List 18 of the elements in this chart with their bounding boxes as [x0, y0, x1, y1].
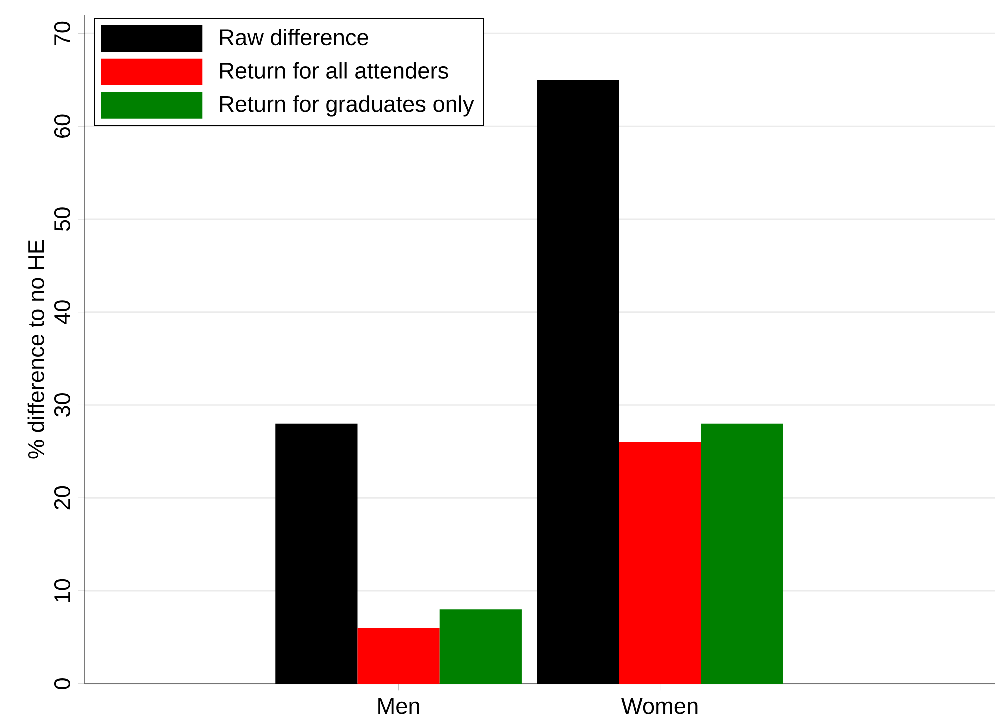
- x-tick-label: Women: [622, 698, 698, 714]
- y-tick-label: 50: [54, 208, 71, 232]
- bar: [358, 628, 440, 684]
- legend-label: Return for graduates only: [220, 96, 474, 117]
- bar: [619, 442, 702, 684]
- y-tick-label: 10: [54, 579, 71, 602]
- y-axis-title: % difference to no HE: [28, 240, 44, 459]
- x-tick-label: Men: [378, 698, 420, 714]
- legend-label: Return for all attenders: [220, 62, 448, 80]
- bar: [440, 610, 522, 684]
- y-tick-label: 40: [54, 300, 71, 324]
- y-tick-label: 30: [54, 394, 71, 418]
- y-tick-label: 0: [54, 678, 71, 690]
- y-tick-label: 20: [54, 486, 71, 510]
- y-tick-label: 60: [54, 114, 71, 138]
- legend-label: Raw difference: [220, 29, 368, 46]
- y-tick-label: 70: [54, 22, 71, 46]
- bar: [701, 424, 784, 684]
